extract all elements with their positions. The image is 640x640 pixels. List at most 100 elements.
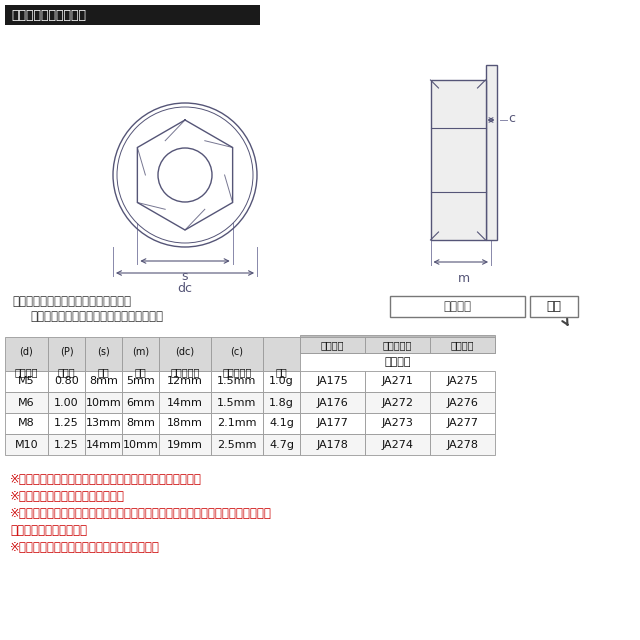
Text: 1.00: 1.00 xyxy=(54,397,79,408)
Bar xyxy=(48,392,85,413)
Bar xyxy=(48,413,85,434)
Text: M8: M8 xyxy=(18,419,35,429)
Text: 0.80: 0.80 xyxy=(54,376,79,387)
Bar xyxy=(5,413,48,434)
Text: 4.1g: 4.1g xyxy=(269,419,294,429)
Text: 1.5mm: 1.5mm xyxy=(218,376,257,387)
Text: JA278: JA278 xyxy=(447,440,479,449)
Bar xyxy=(211,337,263,371)
Bar xyxy=(159,371,211,392)
Bar xyxy=(5,392,48,413)
Bar xyxy=(211,413,263,434)
Bar xyxy=(486,65,497,240)
Bar xyxy=(211,434,263,455)
Text: ストア内検索に商品番号を入力すると: ストア内検索に商品番号を入力すると xyxy=(12,295,131,308)
Text: 4.7g: 4.7g xyxy=(269,440,294,449)
Text: 1.5mm: 1.5mm xyxy=(218,397,257,408)
Text: JA178: JA178 xyxy=(317,440,348,449)
Text: シルバー: シルバー xyxy=(321,340,344,350)
Bar xyxy=(5,434,48,455)
Text: 検索: 検索 xyxy=(547,300,561,313)
Bar xyxy=(430,371,495,392)
Text: 18mm: 18mm xyxy=(167,419,203,429)
Text: M6: M6 xyxy=(18,397,35,408)
Bar xyxy=(263,337,300,371)
Bar xyxy=(300,371,365,392)
Text: JA274: JA274 xyxy=(381,440,413,449)
Text: フランジ厉: フランジ厉 xyxy=(222,367,252,377)
Text: お探しの商品に素早くアクセスできます。: お探しの商品に素早くアクセスできます。 xyxy=(30,310,163,323)
Text: 当店品番: 当店品番 xyxy=(384,357,411,367)
Text: 12mm: 12mm xyxy=(167,376,203,387)
Bar xyxy=(300,335,495,353)
Bar xyxy=(530,296,578,317)
Text: 2.1mm: 2.1mm xyxy=(217,419,257,429)
Text: dc: dc xyxy=(177,282,193,295)
Bar xyxy=(365,371,430,392)
Bar xyxy=(365,392,430,413)
Bar xyxy=(431,80,486,240)
Text: M10: M10 xyxy=(15,440,38,449)
Text: ※個体差により着色が異なります。: ※個体差により着色が異なります。 xyxy=(10,490,125,503)
Bar xyxy=(300,337,365,353)
Bar xyxy=(430,392,495,413)
Text: JA277: JA277 xyxy=(447,419,479,429)
Text: (c): (c) xyxy=(230,347,243,357)
Text: 平径: 平径 xyxy=(98,367,109,377)
Text: s: s xyxy=(182,270,188,283)
Text: 1.0g: 1.0g xyxy=(269,376,294,387)
Text: ラインアップ＆サイズ: ラインアップ＆サイズ xyxy=(11,9,86,22)
Text: JA276: JA276 xyxy=(447,397,479,408)
Text: 1.25: 1.25 xyxy=(54,419,79,429)
Text: 併用をお勧めします。: 併用をお勧めします。 xyxy=(10,524,87,537)
Text: JA177: JA177 xyxy=(317,419,348,429)
Bar xyxy=(85,371,122,392)
Text: 6mm: 6mm xyxy=(126,397,155,408)
Text: c: c xyxy=(509,113,515,125)
Text: 8mm: 8mm xyxy=(126,419,155,429)
Bar xyxy=(430,337,495,353)
Bar xyxy=(122,392,159,413)
Text: 8mm: 8mm xyxy=(89,376,118,387)
Bar xyxy=(390,296,525,317)
Bar xyxy=(300,413,365,434)
Text: 1.25: 1.25 xyxy=(54,440,79,449)
Text: ネジ呼び: ネジ呼び xyxy=(15,367,38,377)
Text: ※ご注文確定後の商品のご変更はできません。: ※ご注文確定後の商品のご変更はできません。 xyxy=(10,541,160,554)
Bar xyxy=(48,434,85,455)
Bar xyxy=(48,337,85,371)
Text: JA175: JA175 xyxy=(317,376,348,387)
Bar xyxy=(263,434,300,455)
Text: (dc): (dc) xyxy=(175,347,195,357)
Text: 19mm: 19mm xyxy=(167,440,203,449)
Text: JA176: JA176 xyxy=(317,397,348,408)
Text: ゴールド: ゴールド xyxy=(451,340,474,350)
Text: M5: M5 xyxy=(18,376,35,387)
Text: 14mm: 14mm xyxy=(167,397,203,408)
Bar xyxy=(122,434,159,455)
Bar xyxy=(430,413,495,434)
Text: 1.8g: 1.8g xyxy=(269,397,294,408)
Bar xyxy=(365,413,430,434)
Bar xyxy=(263,392,300,413)
Text: 10mm: 10mm xyxy=(86,397,122,408)
Bar xyxy=(85,434,122,455)
Text: 2.5mm: 2.5mm xyxy=(217,440,257,449)
Text: 5mm: 5mm xyxy=(126,376,155,387)
Text: (d): (d) xyxy=(20,347,33,357)
Bar xyxy=(300,392,365,413)
Text: m: m xyxy=(458,272,470,285)
Text: 10mm: 10mm xyxy=(123,440,158,449)
Bar xyxy=(263,413,300,434)
Bar xyxy=(48,371,85,392)
Bar xyxy=(85,392,122,413)
Text: (m): (m) xyxy=(132,347,149,357)
Text: フランジ径: フランジ径 xyxy=(170,367,200,377)
Text: JA275: JA275 xyxy=(447,376,479,387)
Text: JA272: JA272 xyxy=(381,397,413,408)
Bar xyxy=(122,371,159,392)
Bar xyxy=(211,371,263,392)
Bar xyxy=(85,337,122,371)
Bar xyxy=(159,413,211,434)
Text: JA271: JA271 xyxy=(381,376,413,387)
